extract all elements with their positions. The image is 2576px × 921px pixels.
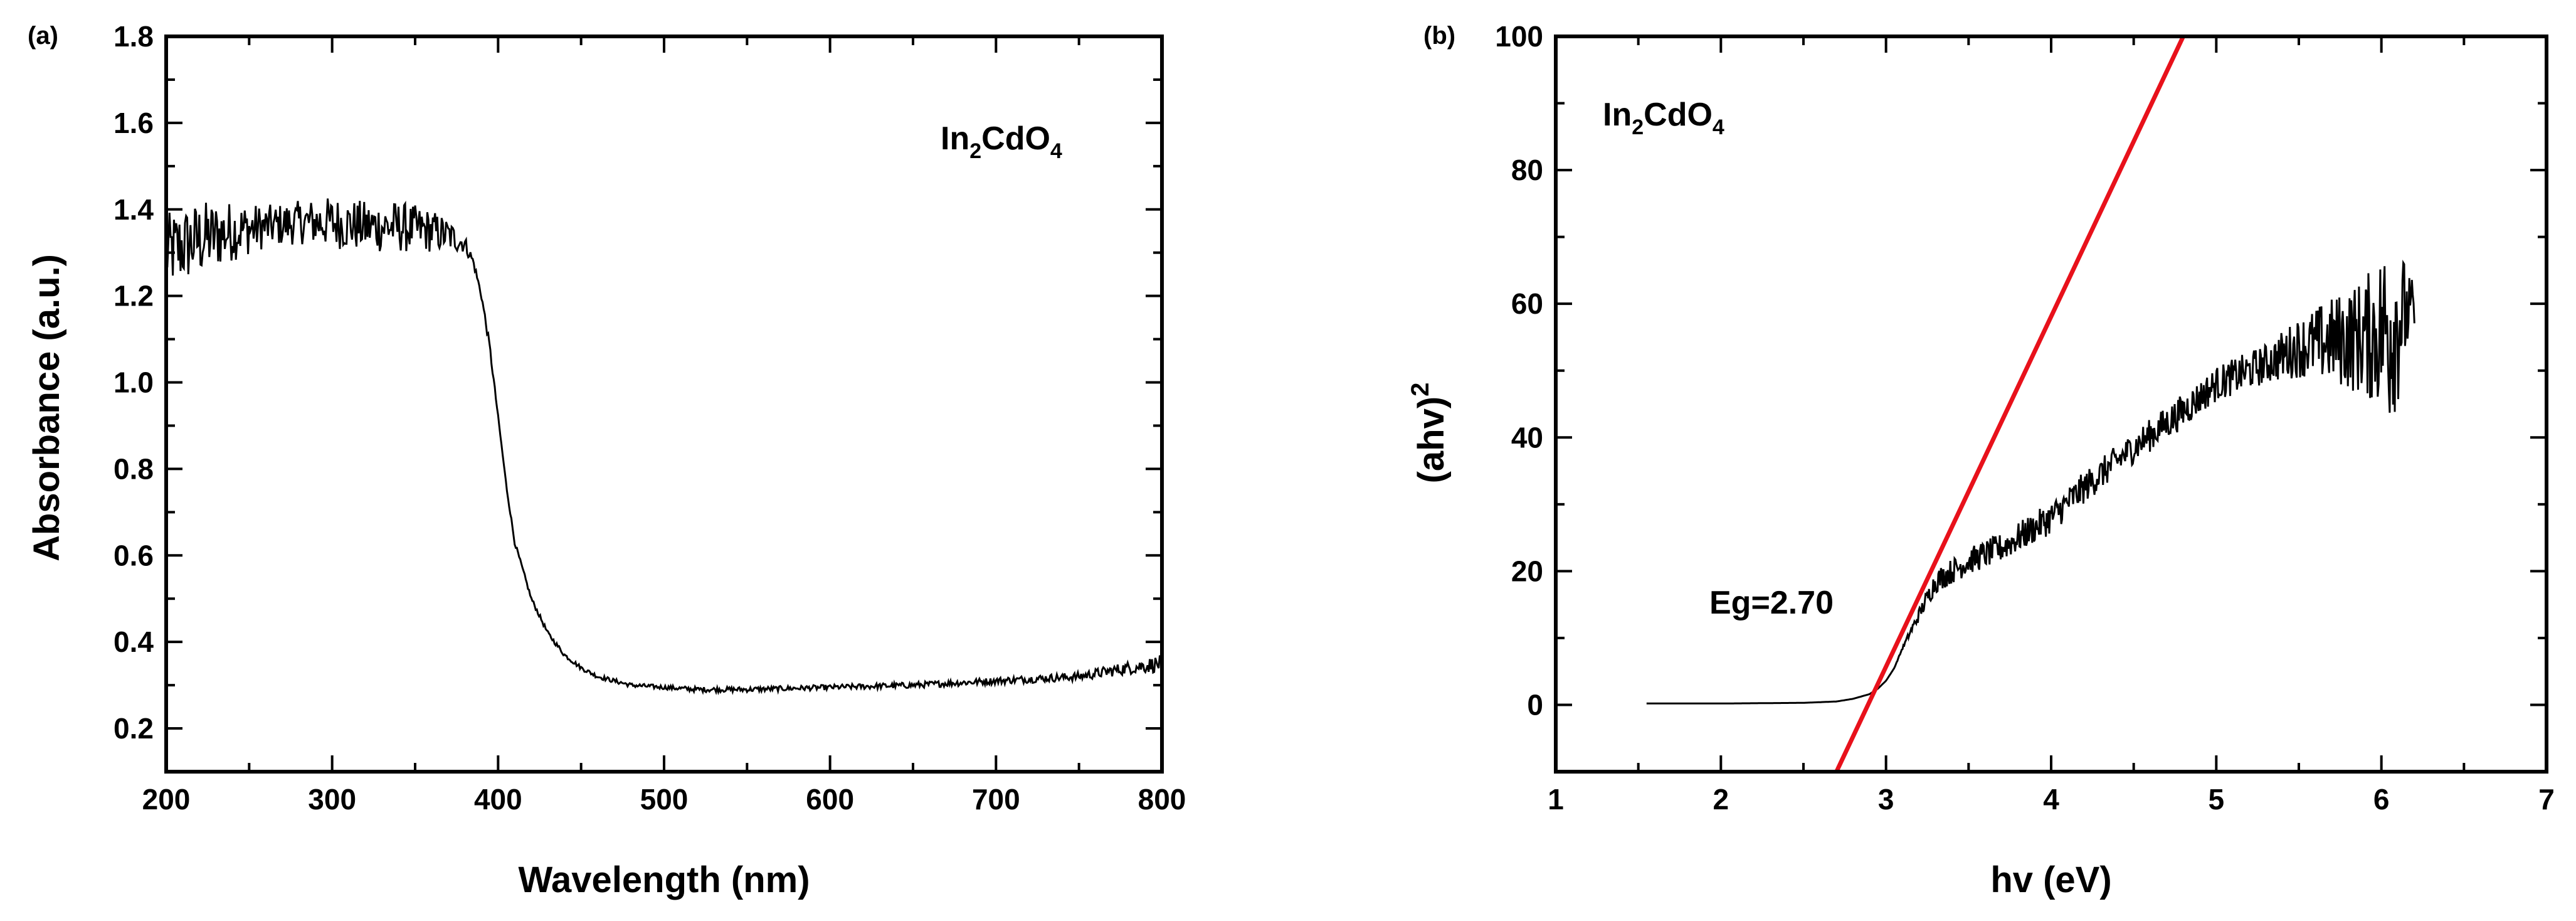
panel-a-compound-sub2: 4: [1050, 139, 1062, 163]
data-series-line: [1646, 259, 2415, 705]
panel-a-compound-sub1: 2: [969, 139, 981, 163]
x-tick-label: 7: [2538, 783, 2555, 816]
y-tick-label: 100: [1495, 20, 1543, 53]
y-tick-label: 0.4: [113, 626, 154, 658]
x-tick-label: 700: [972, 783, 1020, 816]
x-tick-label: 400: [474, 783, 522, 816]
x-tick-label: 500: [640, 783, 689, 816]
x-tick-label: 2: [1713, 783, 1729, 816]
y-tick-label: 80: [1511, 154, 1543, 186]
panel-a-compound-mid: CdO: [981, 120, 1050, 157]
x-tick-label: 800: [1138, 783, 1186, 816]
panel-a-ticks: 200 300 400 500 600 700 800 0.2 0.4 0.6 0.8 1.0 1.2 1…: [113, 20, 1186, 816]
x-tick-label: 1: [1548, 783, 1564, 816]
y-tick-label: 20: [1511, 555, 1543, 587]
panel-b-y-axis-title-sup: 2: [1407, 383, 1434, 397]
panel-b-ticks: 1 2 3 4 5 6 7 0 20 40 60 80 100: [1495, 20, 2555, 816]
panel-b-letter: (b): [1423, 22, 1455, 50]
y-tick-label: 1.8: [113, 20, 154, 53]
panel-b-plot-frame: [1554, 35, 2548, 774]
x-tick-label: 200: [142, 783, 191, 816]
panel-b-compound-sub1: 2: [1632, 115, 1644, 139]
panel-a-compound-label: In2CdO4: [941, 120, 1062, 163]
y-tick-label: 60: [1511, 287, 1543, 320]
x-tick-label: 6: [2373, 783, 2390, 816]
panel-a-x-axis-title: Wavelength (nm): [518, 860, 810, 900]
y-tick-label: 0.6: [113, 539, 154, 572]
y-tick-label: 0.2: [113, 712, 154, 745]
y-tick-label: 40: [1511, 421, 1543, 454]
panel-b-x-axis-title: hv (eV): [1990, 860, 2111, 900]
panel-b-compound-mid: CdO: [1644, 97, 1713, 133]
y-tick-label: 1.2: [113, 280, 154, 312]
y-tick-label: 0.8: [113, 452, 154, 485]
panel-b-data-layer: [1646, 36, 2415, 772]
x-tick-label: 3: [1878, 783, 1894, 816]
x-tick-label: 600: [806, 783, 854, 816]
data-series-line: [166, 198, 1162, 696]
panel-b-eg-label: Eg=2.70: [1709, 585, 1834, 621]
panel-b-y-axis-title-base: (ahv): [1411, 397, 1452, 484]
panel-b-compound-label: In2CdO4: [1603, 97, 1724, 139]
panel-a-letter: (a): [28, 22, 58, 50]
x-tick-label: 5: [2209, 783, 2225, 816]
panel-a-y-axis-title: Absorbance (a.u.): [26, 254, 67, 562]
panel-a-compound-base: In: [941, 120, 969, 157]
tauc-fit-line: [1834, 36, 2185, 772]
panel-b-y-axis-title: (ahv)2: [1407, 383, 1452, 484]
y-tick-label: 0: [1527, 688, 1543, 721]
y-tick-label: 1.4: [113, 193, 154, 226]
y-tick-label: 1.6: [113, 107, 154, 139]
panel-b-compound-base: In: [1603, 97, 1632, 133]
panel-b-compound-sub2: 4: [1713, 115, 1724, 139]
panel-a-data-layer: [166, 198, 1162, 696]
y-tick-label: 1.0: [113, 366, 154, 399]
panel-a: 200 300 400 500 600 700 800 0.2 0.4 0.6 0.8 1.0 1.2 1…: [26, 20, 1186, 900]
x-tick-label: 300: [308, 783, 356, 816]
x-tick-label: 4: [2043, 783, 2059, 816]
